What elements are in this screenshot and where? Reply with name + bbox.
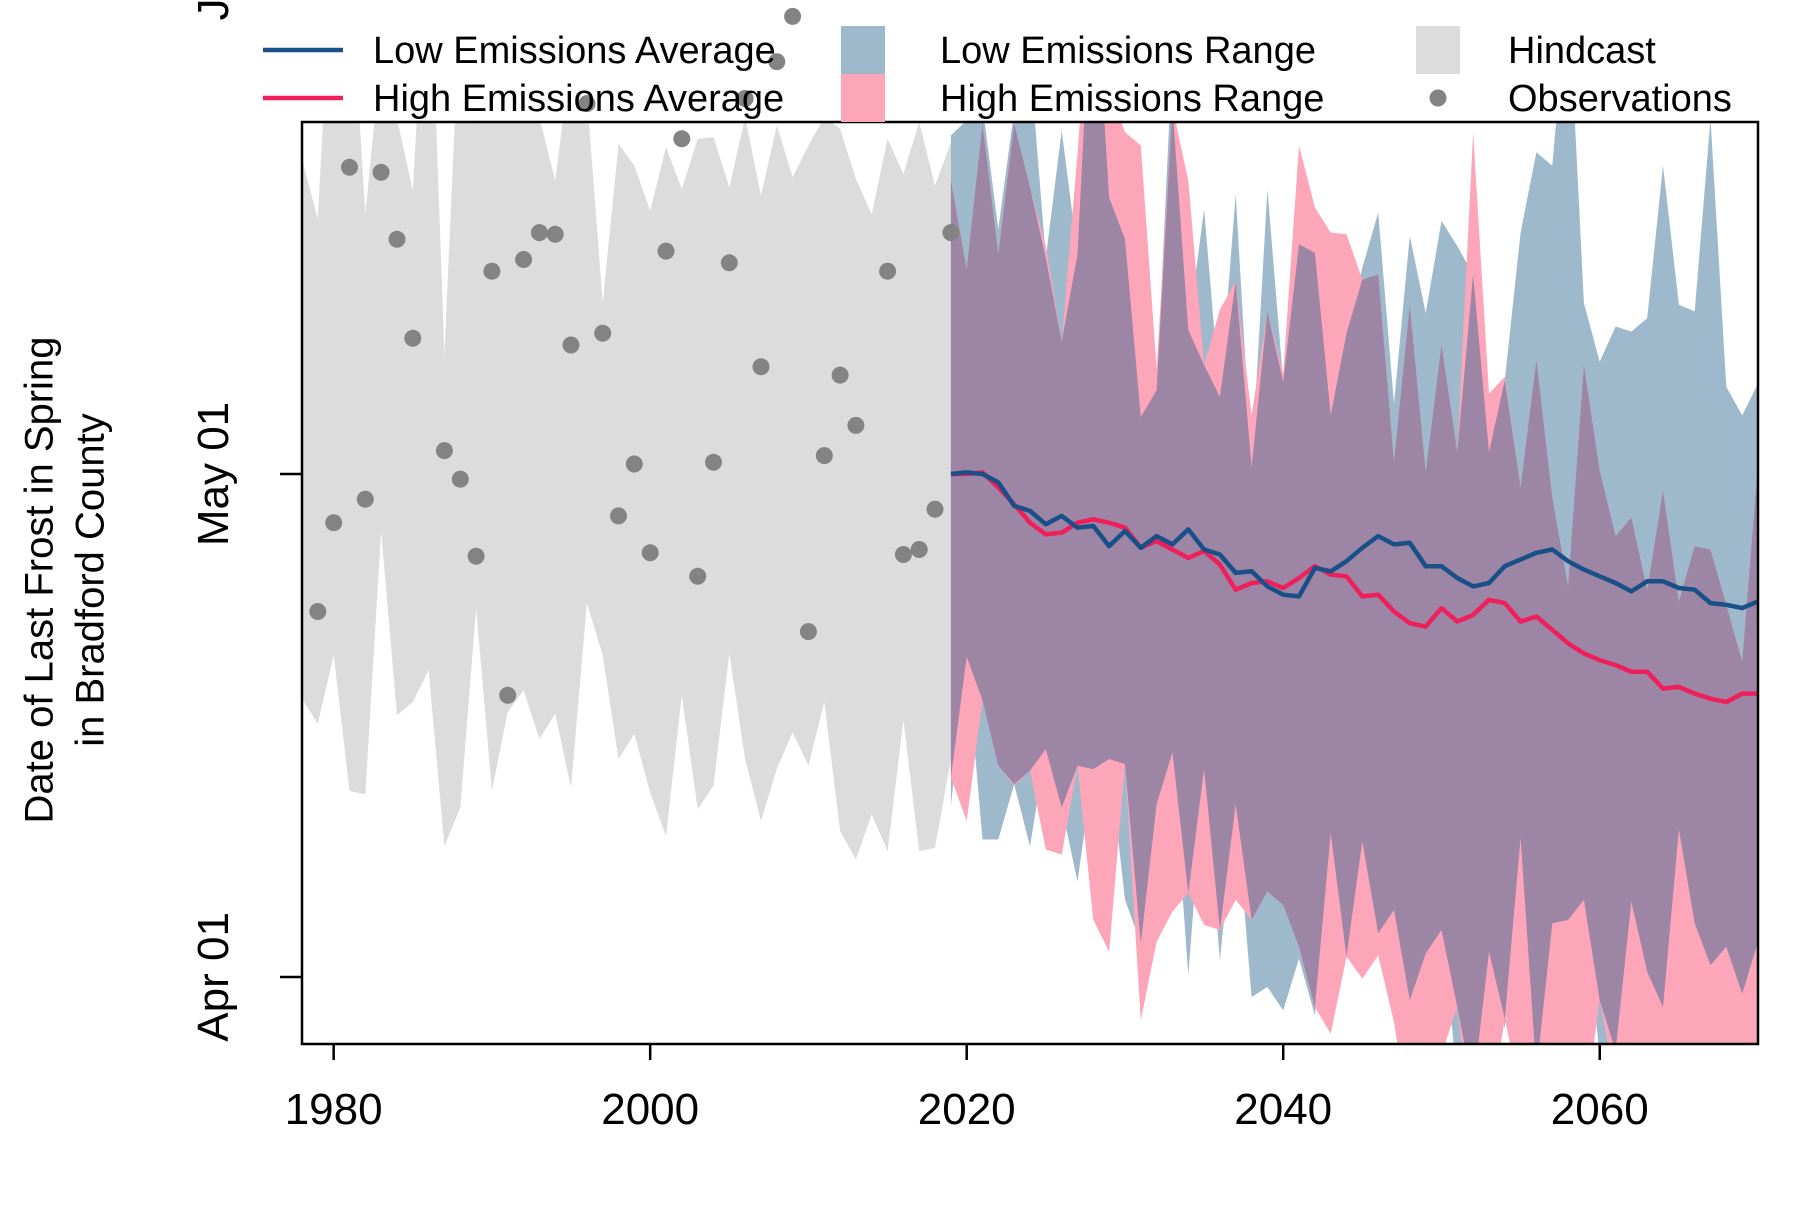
observation-point <box>578 95 596 113</box>
observation-point <box>404 329 422 347</box>
legend-label-high_range: High Emissions Range <box>940 78 1324 120</box>
observation-point <box>388 230 406 248</box>
observation-point <box>847 416 865 434</box>
observation-point <box>752 358 770 376</box>
legend-key-high_range <box>841 74 885 122</box>
observation-point <box>594 324 612 342</box>
legend-label-low_avg: Low Emissions Average <box>373 30 776 72</box>
y-tick-label: Jun 01 <box>189 0 238 20</box>
observation-points <box>309 7 960 704</box>
legend-label-hindcast: Hindcast <box>1508 30 1656 72</box>
x-tick-label: 2000 <box>601 1085 699 1134</box>
observation-point <box>515 251 533 268</box>
legend: Low Emissions Average High Emissions Aver… <box>263 26 1732 122</box>
observation-point <box>910 541 928 558</box>
observation-point <box>720 254 738 272</box>
observation-point <box>799 623 817 641</box>
observation-point <box>689 567 707 585</box>
legend-key-low_range <box>841 26 885 74</box>
observation-point <box>435 442 453 460</box>
observation-point <box>356 490 374 508</box>
x-tick-label: 1980 <box>285 1085 383 1134</box>
observation-point <box>784 7 802 25</box>
observation-point <box>673 130 691 148</box>
average-lines <box>950 470 1758 705</box>
observation-point <box>768 53 786 71</box>
observation-point <box>372 163 390 181</box>
legend-key-obs <box>1429 89 1447 107</box>
y-tick-label: Apr 01 <box>189 912 238 1042</box>
low-emissions-average-line <box>950 470 1758 611</box>
observation-point <box>926 500 944 518</box>
observation-point <box>530 224 548 242</box>
y-axis-title-line-1: Date of Last Frost in Spring <box>18 337 62 824</box>
observation-point <box>499 686 517 704</box>
legend-label-obs: Observations <box>1508 78 1732 120</box>
observation-point <box>625 455 643 473</box>
observation-point <box>546 225 564 243</box>
observation-point <box>562 336 580 354</box>
observation-point <box>325 514 343 532</box>
y-axis-title-line-2: in Bradford County <box>69 413 113 747</box>
observation-point <box>831 366 849 384</box>
observation-point <box>641 544 659 562</box>
observation-point <box>705 453 722 471</box>
legend-label-high_avg: High Emissions Average <box>373 78 784 120</box>
observation-point <box>610 507 627 525</box>
observation-point <box>736 90 754 107</box>
high-emissions-average-line <box>950 470 1758 705</box>
observation-point <box>657 242 675 260</box>
x-axis: 1980 2000 2020 2040 2060 <box>285 1044 1649 1134</box>
observation-point <box>894 546 912 563</box>
legend-key-hindcast <box>1416 26 1460 74</box>
x-tick-label: 2020 <box>918 1085 1016 1134</box>
observation-point <box>467 547 485 565</box>
x-tick-label: 2040 <box>1234 1085 1332 1134</box>
plot-frame <box>300 120 1760 1046</box>
observation-point <box>815 447 833 465</box>
hindcast-band <box>302 122 951 860</box>
legend-label-low_range: Low Emissions Range <box>940 30 1316 72</box>
observation-point <box>879 262 897 280</box>
observation-point <box>483 262 501 280</box>
y-axis-title: Date of Last Frost in Spring in Bradford… <box>18 337 113 824</box>
observation-point <box>451 470 469 488</box>
observation-point <box>341 158 358 176</box>
y-axis: Apr 01 May 01 Jun 01 <box>189 0 302 1042</box>
y-tick-label: May 01 <box>189 402 238 546</box>
range-bands <box>302 122 1758 1044</box>
x-tick-label: 2060 <box>1551 1085 1649 1134</box>
observation-point <box>309 603 327 620</box>
observation-point <box>942 224 960 242</box>
